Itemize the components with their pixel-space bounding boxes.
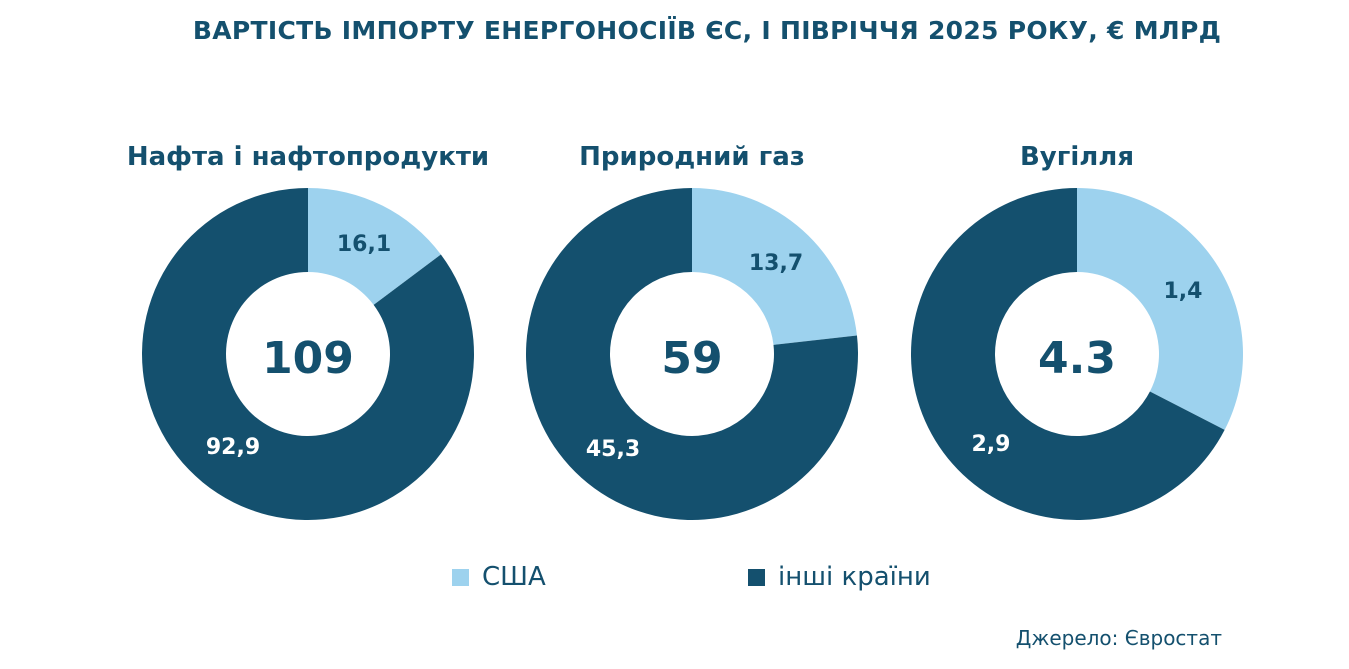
data-label-gas-usa: 13,7 <box>749 251 803 276</box>
legend-swatch-other <box>748 568 765 586</box>
legend-label-usa: США <box>482 562 546 592</box>
data-label-oil-other: 92,9 <box>206 435 260 460</box>
legend-item-other: інші країни <box>748 562 931 592</box>
chart-subtitle-coal: Вугілля <box>1020 142 1134 172</box>
data-label-coal-other: 2,9 <box>972 432 1011 457</box>
legend-swatch-usa <box>452 568 469 586</box>
slice-coal-usa <box>1077 188 1243 430</box>
slice-coal-other <box>910 188 1225 520</box>
center-total-gas: 59 <box>661 333 722 384</box>
center-total-coal: 4.3 <box>1038 333 1116 384</box>
slice-gas-usa <box>692 188 857 345</box>
chart-title: ВАРТІСТЬ ІМПОРТУ ЕНЕРГОНОСІЇВ ЄС, І ПІВР… <box>192 16 1222 45</box>
slice-gas-other <box>525 188 858 520</box>
legend-label-other: інші країни <box>778 562 931 592</box>
data-label-gas-other: 45,3 <box>586 437 640 462</box>
data-label-oil-usa: 16,1 <box>337 232 391 257</box>
slice-oil-usa <box>308 188 441 305</box>
legend-item-usa: США <box>452 562 546 592</box>
source-note: Джерело: Євростат <box>1015 626 1222 650</box>
center-total-oil: 109 <box>262 333 354 384</box>
data-label-coal-usa: 1,4 <box>1164 279 1203 304</box>
chart-subtitle-oil: Нафта і нафтопродукти <box>127 142 489 172</box>
chart-subtitle-gas: Природний газ <box>579 142 805 172</box>
legend: США інші країни <box>0 562 1349 596</box>
slice-oil-other <box>141 188 474 520</box>
